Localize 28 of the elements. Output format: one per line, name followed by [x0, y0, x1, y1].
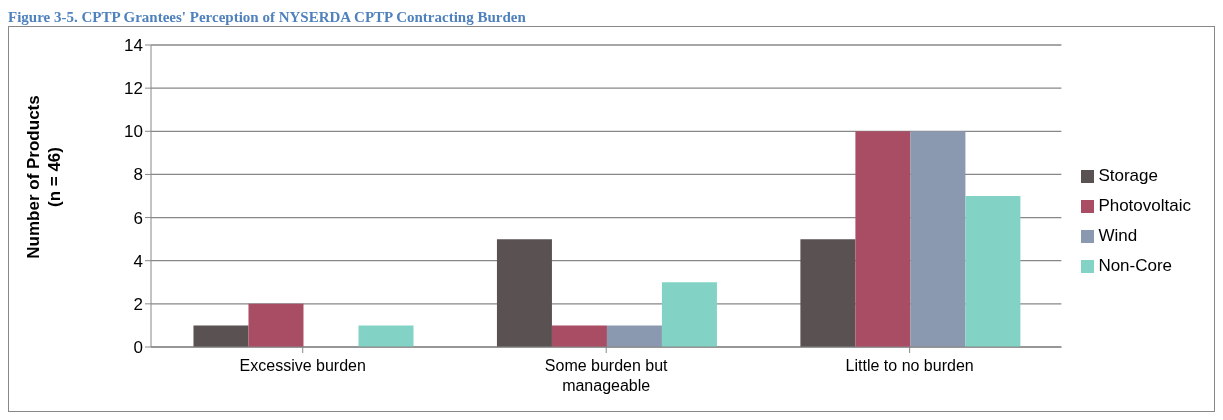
y-tick-label: 10: [124, 122, 143, 142]
bar: [965, 196, 1021, 347]
bar: [496, 239, 552, 347]
y-tick-label: 12: [124, 79, 143, 99]
legend-label: Wind: [1098, 226, 1138, 245]
bar: [193, 325, 249, 347]
bar: [358, 325, 414, 347]
legend-label: Non-Core: [1098, 256, 1173, 275]
y-tick-label: 14: [124, 36, 143, 56]
legend-label: Storage: [1098, 166, 1158, 185]
bar: [248, 303, 304, 347]
chart-title: Figure 3-5. CPTP Grantees' Perception of NYSERDA CPTP Contracting Burden: [8, 8, 527, 26]
y-tick-label: 6: [133, 208, 143, 228]
legend-label: Photovoltaic: [1098, 196, 1191, 215]
bar: [800, 239, 856, 347]
bar: [606, 325, 662, 347]
bar: [551, 325, 607, 347]
y-tick-label: 8: [133, 165, 143, 185]
bar: [855, 131, 911, 347]
y-tick-label: 0: [133, 338, 143, 358]
x-tick-label: Some burden but manageable: [544, 357, 669, 394]
y-tick-label: 4: [133, 251, 143, 271]
y-tick-label: 2: [133, 294, 143, 314]
bar: [910, 131, 966, 347]
bar: [661, 282, 717, 347]
x-tick-label: Little to no burden: [845, 357, 974, 374]
y-axis-title: Number of Products (n = 46): [24, 95, 64, 259]
x-tick-label: Excessive burden: [239, 357, 366, 374]
